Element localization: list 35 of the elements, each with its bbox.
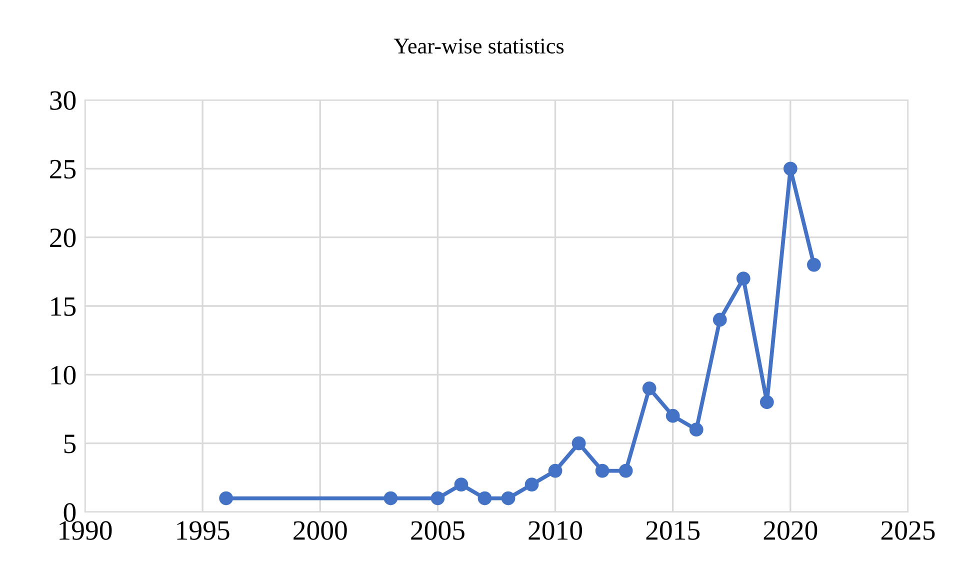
chart-title: Year-wise statistics: [394, 38, 564, 54]
point: [595, 464, 610, 478]
point: [501, 491, 516, 506]
x-tick-label: 2010: [528, 521, 582, 540]
point: [736, 272, 750, 286]
point: [219, 491, 234, 506]
x-tick-label: 1995: [177, 521, 230, 540]
point: [642, 381, 656, 396]
point: [478, 491, 492, 506]
x-tick-label: 1990: [60, 521, 112, 540]
y-tick-label: 5: [64, 434, 76, 454]
x-tick-label: 2015: [646, 521, 700, 540]
x-tick-label: 2005: [411, 521, 464, 540]
point: [618, 464, 633, 478]
point: [783, 162, 798, 176]
point: [666, 408, 680, 423]
x-tick-label: 2000: [294, 521, 347, 540]
point: [548, 464, 562, 478]
point: [760, 395, 774, 410]
point: [712, 312, 727, 327]
point: [572, 436, 586, 450]
point: [384, 491, 398, 506]
y-tick-label: 0: [64, 503, 76, 522]
y-tick-label: 15: [51, 297, 76, 316]
y-tick-label: 10: [51, 366, 76, 385]
x-tick-label: 2025: [881, 521, 935, 540]
y-tick-label: 30: [50, 91, 76, 110]
point: [524, 478, 539, 492]
point: [689, 422, 704, 437]
point: [807, 258, 821, 272]
y-tick-label: 25: [50, 160, 76, 179]
y-tick-label: 20: [50, 228, 76, 248]
x-tick-label: 2020: [764, 521, 818, 540]
point: [430, 491, 445, 506]
point: [454, 478, 468, 492]
